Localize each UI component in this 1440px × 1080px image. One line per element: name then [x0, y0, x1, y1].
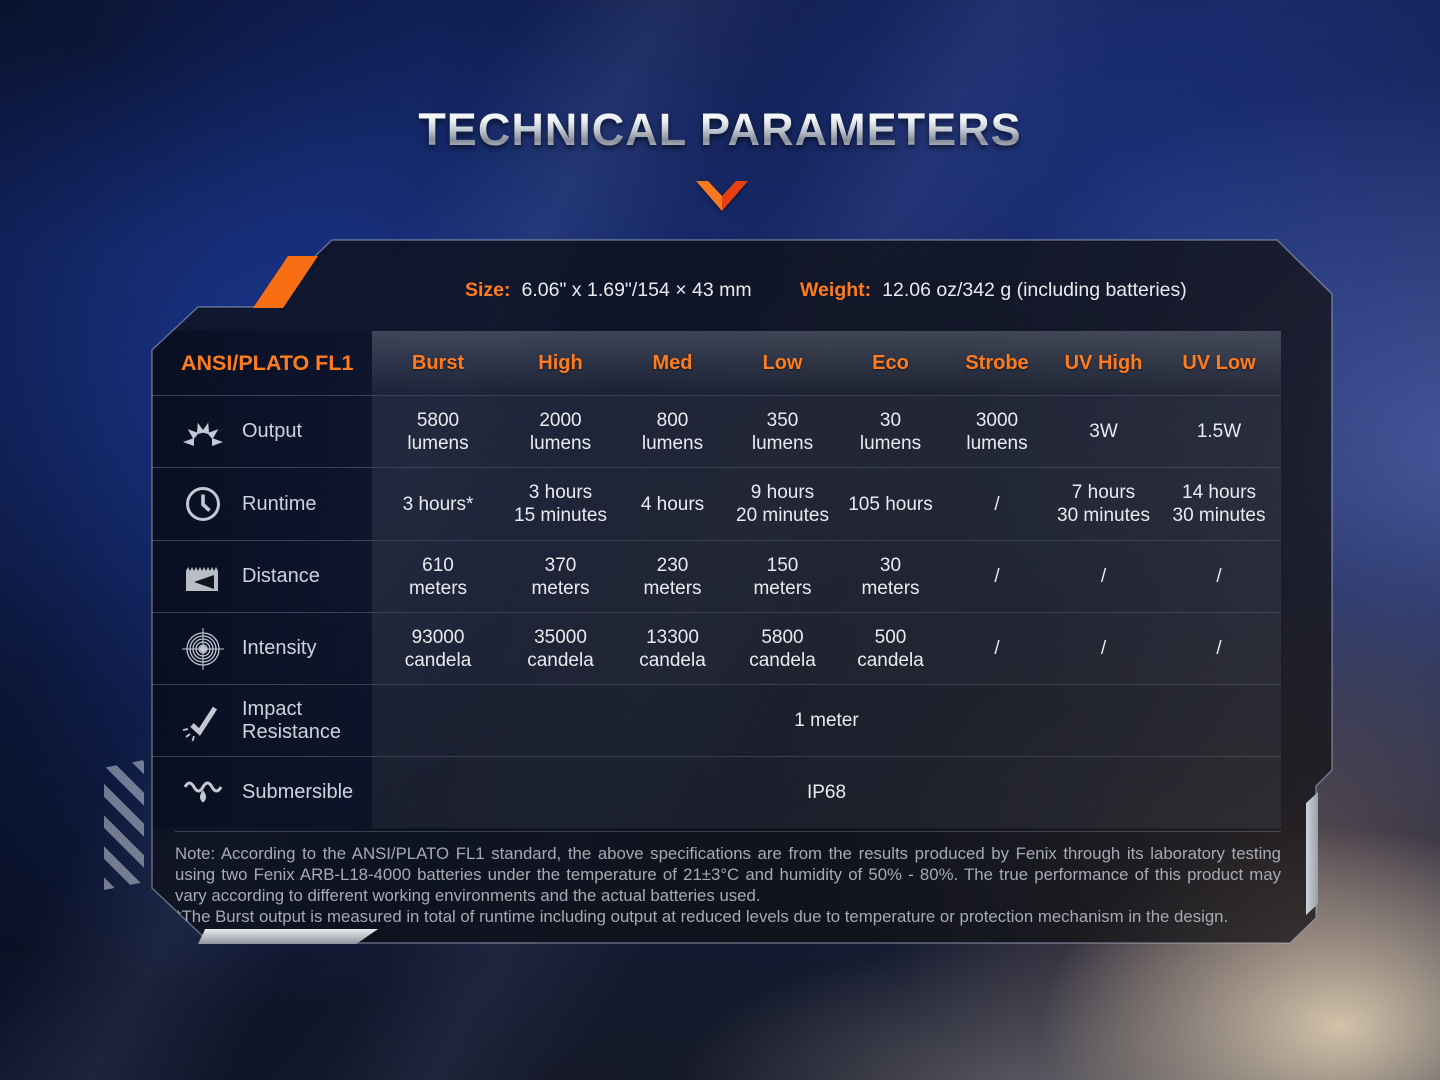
table-row: Output 5800 lumens 2000 lumens 800 lumens 35… — [152, 395, 1281, 467]
table-row: Runtime 3 hours* 3 hours 15 minutes 4 hours… — [152, 467, 1281, 540]
spec-value-cell-span: 1 meter — [372, 685, 1281, 756]
spec-value-cell: 610 meters — [372, 541, 504, 612]
spec-value-cell: 13300 candela — [617, 613, 728, 684]
weight-label: Weight: — [800, 279, 872, 301]
clock-icon — [181, 482, 225, 526]
hazard-stripes — [104, 760, 144, 890]
spec-value-cell: 9 hours 20 minutes — [728, 468, 837, 540]
spec-value-cell: 30 lumens — [837, 396, 944, 467]
row-label: Runtime — [152, 468, 372, 540]
row-label-text: Intensity — [242, 637, 317, 659]
spec-value-cell: 370 meters — [504, 541, 617, 612]
distance-icon — [181, 555, 225, 599]
column-header: High — [504, 331, 617, 395]
footnote: Note: According to the ANSI/PLATO FL1 st… — [175, 831, 1281, 927]
spec-value-cell: / — [1157, 613, 1281, 684]
water-icon — [181, 771, 225, 815]
table-row: Submersible IP68 — [152, 756, 1281, 828]
weight-value: 12.06 oz/342 g (including batteries) — [882, 279, 1187, 301]
impact-icon — [181, 699, 225, 743]
size-value: 6.06" x 1.69"/154 × 43 mm — [521, 279, 752, 301]
size-label: Size: — [465, 279, 511, 301]
spec-value-cell: 230 meters — [617, 541, 728, 612]
row-label: Impact Resistance — [152, 685, 372, 756]
table-row: Distance 610 meters 370 meters 230 meters 15… — [152, 540, 1281, 612]
spec-value-cell: / — [1050, 541, 1157, 612]
page-title: TECHNICAL PARAMETERS — [0, 104, 1440, 156]
spec-table: ANSI/PLATO FL1 Burst High Med Low Eco Strobe UV… — [152, 331, 1281, 828]
spec-value-cell: 30 meters — [837, 541, 944, 612]
weight-spec: Weight: 12.06 oz/342 g (including batter… — [800, 279, 1187, 302]
spec-value-cell: 3 hours* — [372, 468, 504, 540]
footnote-burst: *The Burst output is measured in total o… — [175, 907, 1229, 926]
column-header: Med — [617, 331, 728, 395]
spec-value-cell: 4 hours — [617, 468, 728, 540]
table-header-row: ANSI/PLATO FL1 Burst High Med Low Eco Strobe UV… — [152, 331, 1281, 395]
column-header: Low — [728, 331, 837, 395]
spec-value-cell: 150 meters — [728, 541, 837, 612]
spec-value-cell: 5800 lumens — [372, 396, 504, 467]
spec-value-cell: / — [944, 468, 1050, 540]
row-label-text: Runtime — [242, 492, 317, 515]
column-header: UV High — [1050, 331, 1157, 395]
footnote-main: Note: According to the ANSI/PLATO FL1 st… — [175, 844, 1281, 905]
row-label: Submersible — [152, 757, 372, 828]
spec-value-cell: 350 lumens — [728, 396, 837, 467]
spec-value-cell: / — [944, 541, 1050, 612]
chevron-down-icon — [696, 181, 748, 211]
spec-value-cell: 500 candela — [837, 613, 944, 684]
table-row: Impact Resistance 1 meter — [152, 684, 1281, 756]
column-header: UV Low — [1157, 331, 1281, 395]
size-spec: Size: 6.06" x 1.69"/154 × 43 mm — [465, 279, 752, 302]
column-header: Strobe — [944, 331, 1050, 395]
row-label-text: Output — [242, 420, 303, 442]
brightness-icon — [181, 410, 225, 454]
column-header: Eco — [837, 331, 944, 395]
row-label: Intensity — [152, 613, 372, 684]
table-row: Intensity 93000 candela 35000 candela 13300… — [152, 612, 1281, 684]
row-label-text: Distance — [242, 565, 320, 587]
spec-value-cell: / — [944, 613, 1050, 684]
spec-value-cell: 5800 candela — [728, 613, 837, 684]
spec-value-cell: 105 hours — [837, 468, 944, 540]
row-label-text: Submersible — [242, 781, 354, 803]
spec-value-cell: / — [1050, 613, 1157, 684]
intensity-icon — [181, 627, 225, 671]
row-label-text: Impact Resistance — [242, 697, 341, 743]
spec-value-cell: 800 lumens — [617, 396, 728, 467]
spec-value-cell: 93000 candela — [372, 613, 504, 684]
spec-value-cell: 14 hours 30 minutes — [1157, 468, 1281, 540]
spec-value-cell: 1.5W — [1157, 396, 1281, 467]
spec-value-cell-span: IP68 — [372, 757, 1281, 828]
standard-corner-label: ANSI/PLATO FL1 — [152, 331, 372, 395]
spec-value-cell: 3W — [1050, 396, 1157, 467]
spec-value-cell: 2000 lumens — [504, 396, 617, 467]
row-label: Output — [152, 396, 372, 467]
spec-value-cell: 3000 lumens — [944, 396, 1050, 467]
spec-value-cell: 7 hours 30 minutes — [1050, 468, 1157, 540]
silver-accent-right — [1306, 792, 1318, 915]
column-header: Burst — [372, 331, 504, 395]
spec-value-cell: 35000 candela — [504, 613, 617, 684]
spec-value-cell: / — [1157, 541, 1281, 612]
spec-value-cell: 3 hours 15 minutes — [504, 468, 617, 540]
silver-accent-bottom — [198, 929, 378, 944]
row-label: Distance — [152, 541, 372, 612]
